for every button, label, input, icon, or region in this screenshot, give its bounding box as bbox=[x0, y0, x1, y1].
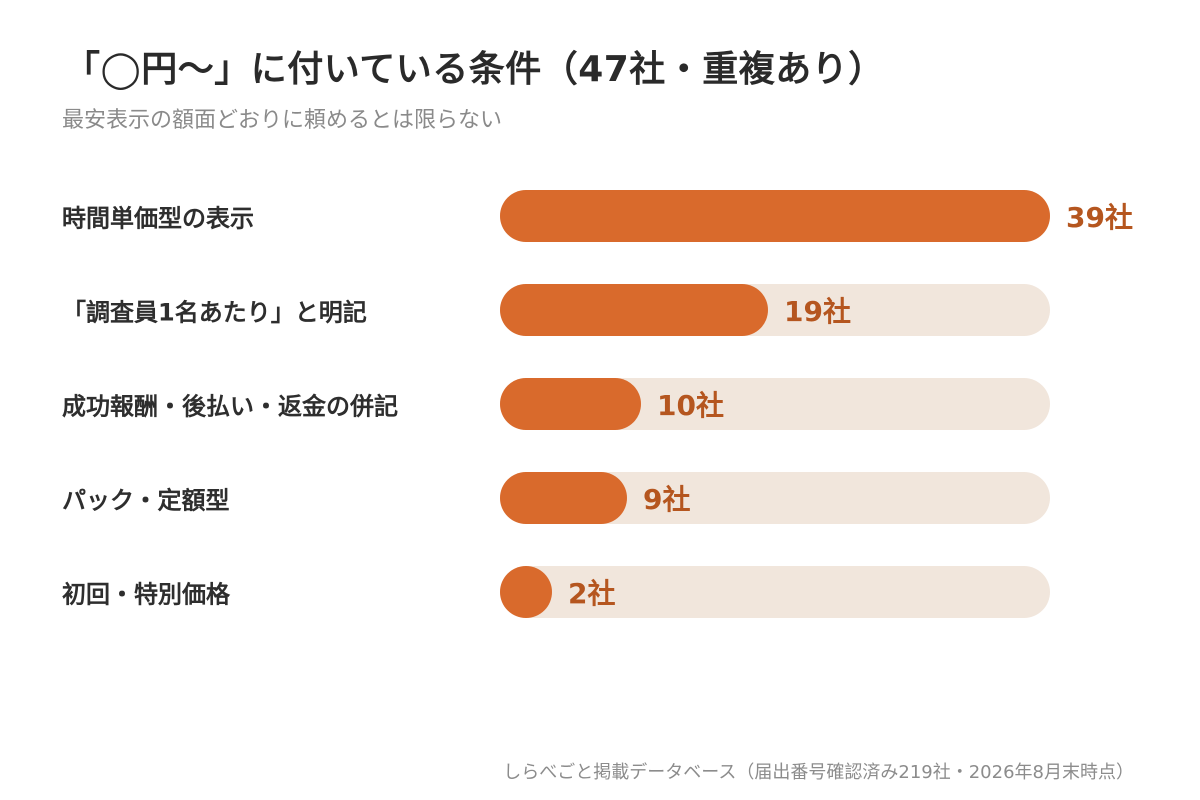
bar-track bbox=[500, 472, 1050, 524]
category-label: 「調査員1名あたり」と明記 bbox=[62, 298, 367, 327]
value-label: 10社 bbox=[657, 389, 724, 422]
bar bbox=[500, 472, 627, 524]
category-label: 初回・特別価格 bbox=[62, 580, 230, 609]
bar bbox=[500, 378, 641, 430]
bar-track bbox=[500, 190, 1050, 242]
bar-track bbox=[500, 284, 1050, 336]
bar bbox=[500, 190, 1050, 242]
category-label: パック・定額型 bbox=[62, 486, 230, 515]
bar-track bbox=[500, 378, 1050, 430]
source-note: しらべごと掲載データベース（届出番号確認済み219社・2026年8月末時点） bbox=[503, 762, 1134, 783]
chart-subtitle: 最安表示の額面どおりに頼めるとは限らない bbox=[62, 108, 503, 133]
bar-track bbox=[500, 566, 1050, 618]
value-label: 9社 bbox=[643, 483, 691, 516]
bar bbox=[500, 284, 768, 336]
value-label: 19社 bbox=[784, 295, 851, 328]
category-label: 時間単価型の表示 bbox=[62, 204, 254, 233]
bar bbox=[500, 566, 552, 618]
chart-title: 「◯円〜」に付いている条件（47社・重複あり） bbox=[64, 49, 885, 90]
category-label: 成功報酬・後払い・返金の併記 bbox=[62, 392, 398, 421]
value-label: 39社 bbox=[1066, 201, 1133, 234]
value-label: 2社 bbox=[568, 577, 616, 610]
